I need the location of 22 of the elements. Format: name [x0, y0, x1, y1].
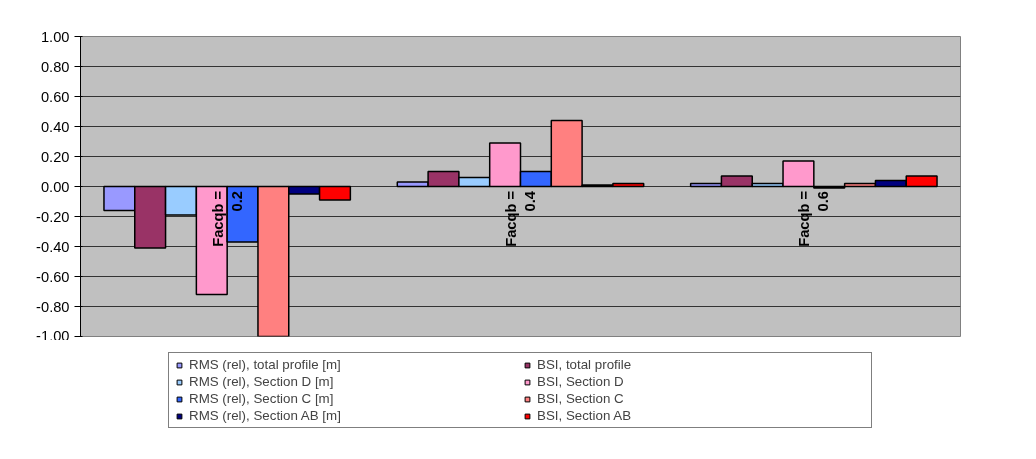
- legend-label: BSI, Section D: [537, 374, 625, 389]
- y-tick-label: 0.20: [40, 148, 70, 165]
- y-tick-label: 0.00: [40, 178, 70, 195]
- x-tick-label: Facqb = 0.2: [209, 190, 245, 247]
- y-tick-label: 1.00: [40, 28, 70, 45]
- y-tick-label: -0.80: [36, 298, 70, 315]
- legend-label: RMS (rel), total profile [m]: [189, 357, 342, 372]
- legend-label: BSI, Section AB: [537, 408, 633, 423]
- legend-label: BSI, total profile: [537, 357, 633, 372]
- y-tick-label: 0.80: [40, 58, 70, 75]
- y-tick-label: -1.00: [36, 327, 70, 344]
- legend-label: RMS (rel), Section D [m]: [189, 374, 335, 389]
- y-tick-label: 0.60: [40, 88, 70, 105]
- x-tick-label: Facqb = 0.6: [796, 190, 832, 247]
- x-tick-label: Facqb = 0.4: [502, 190, 539, 247]
- y-tick-label: -0.40: [36, 238, 70, 255]
- y-tick-label: -0.20: [36, 208, 70, 225]
- legend-label: RMS (rel), Section AB [m]: [189, 408, 342, 423]
- y-tick-label: -0.60: [36, 268, 70, 285]
- y-tick-label: 0.40: [40, 118, 70, 135]
- legend-label: RMS (rel), Section C [m]: [189, 391, 335, 406]
- legend-label: BSI, Section C: [537, 391, 625, 406]
